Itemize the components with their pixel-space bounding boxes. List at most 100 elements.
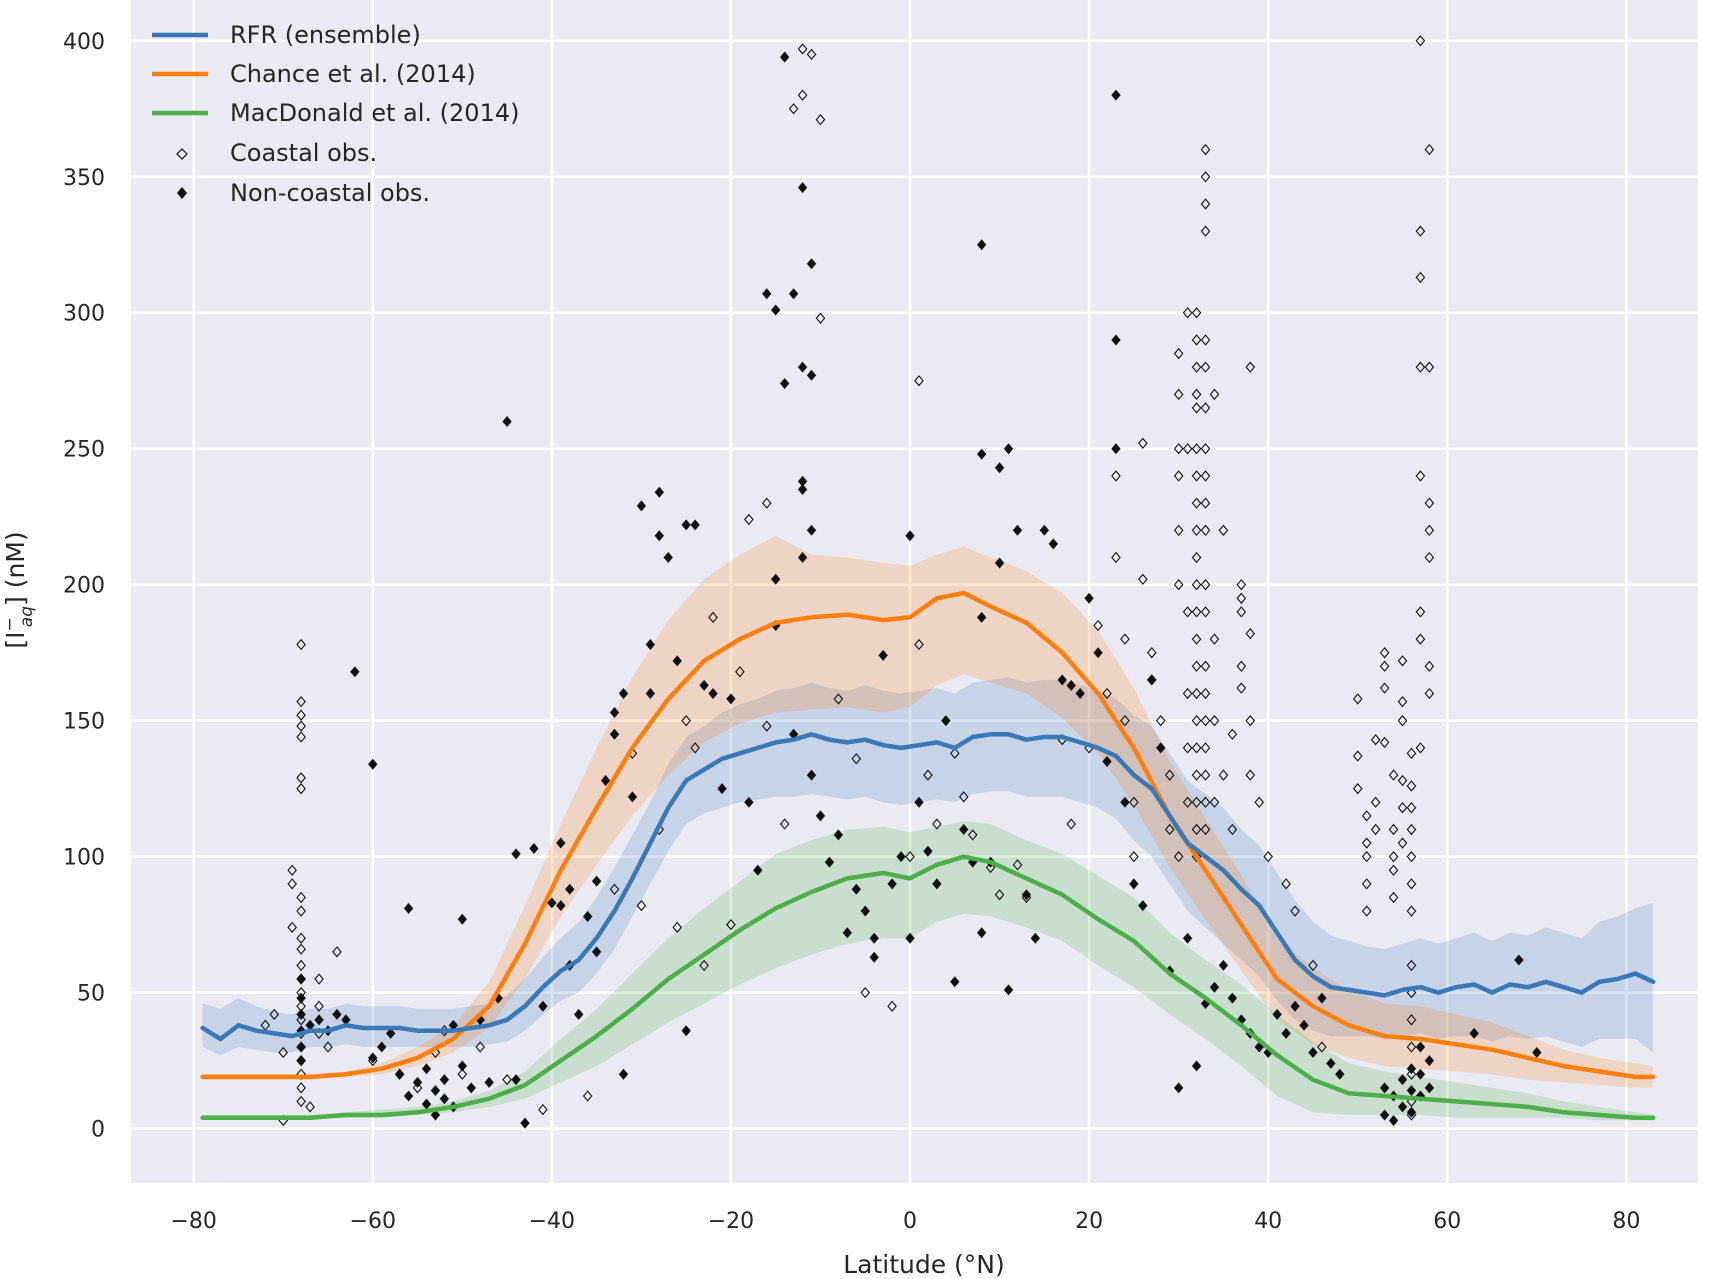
coastal-obs-point	[1200, 823, 1211, 836]
coastal-obs-point	[1379, 660, 1390, 672]
coastal-obs-point	[1218, 524, 1229, 536]
noncoastal-obs-point	[1299, 1019, 1309, 1031]
coastal-obs-point	[1406, 851, 1417, 863]
coastal-obs-point	[1191, 796, 1202, 808]
coastal-obs-point	[672, 921, 683, 934]
coastal-obs-point	[1361, 851, 1372, 863]
coastal-obs-point	[1200, 606, 1211, 618]
coastal-obs-point	[1200, 687, 1211, 700]
coastal-obs-point	[690, 742, 700, 754]
coastal-obs-point	[1236, 592, 1247, 604]
coastal-obs-point	[1191, 307, 1202, 319]
noncoastal-obs-point	[663, 552, 673, 564]
noncoastal-obs-point	[1075, 687, 1085, 699]
series-line-chance	[200, 590, 1656, 1080]
noncoastal-obs-point	[1102, 755, 1112, 767]
coastal-obs-point	[1066, 818, 1077, 830]
coastal-obs-point	[1200, 579, 1211, 591]
coastal-obs-point	[296, 943, 306, 955]
coastal-obs-point	[1406, 780, 1417, 792]
x-tick-label: −20	[708, 1209, 754, 1234]
coastal-obs-point	[1129, 851, 1139, 863]
coastal-obs-point	[1406, 1014, 1417, 1026]
noncoastal-obs-point	[1209, 981, 1220, 993]
noncoastal-obs-point	[565, 883, 575, 895]
noncoastal-obs-point	[1129, 878, 1139, 890]
coastal-obs-point	[1191, 660, 1202, 672]
noncoastal-obs-point	[1111, 89, 1121, 101]
noncoastal-obs-point	[296, 1041, 306, 1053]
coastal-obs-point	[699, 959, 709, 972]
noncoastal-obs-point	[1317, 992, 1327, 1004]
coastal-obs-point	[1379, 736, 1390, 749]
x-tick-label: −40	[529, 1209, 575, 1234]
coastal-obs-point	[1173, 388, 1184, 400]
noncoastal-obs-point	[618, 687, 629, 699]
coastal-obs-point	[1388, 891, 1399, 904]
coastal-obs-point	[305, 1101, 315, 1113]
coastal-obs-point	[296, 695, 306, 708]
noncoastal-obs-point	[538, 1000, 548, 1012]
x-tick-label: 60	[1433, 1209, 1461, 1234]
coastal-obs-point	[1191, 687, 1202, 700]
coastal-obs-point	[797, 43, 808, 55]
coastal-obs-point	[475, 1041, 486, 1053]
noncoastal-obs-point	[600, 775, 611, 787]
noncoastal-obs-point	[1469, 1027, 1479, 1039]
coastal-obs-point	[994, 889, 1005, 901]
coastal-obs-point	[1093, 619, 1103, 632]
noncoastal-obs-point	[403, 902, 414, 914]
noncoastal-obs-point	[833, 829, 844, 841]
noncoastal-obs-point	[851, 883, 861, 895]
noncoastal-obs-point	[574, 1008, 584, 1020]
noncoastal-obs-point	[1379, 1109, 1390, 1121]
x-tick-label: 80	[1612, 1209, 1640, 1234]
coastal-obs-point	[1352, 693, 1363, 705]
noncoastal-obs-point	[368, 758, 378, 770]
coastal-obs-point	[287, 864, 297, 876]
noncoastal-obs-point	[1532, 1046, 1542, 1058]
coastal-obs-point	[1191, 334, 1202, 346]
noncoastal-obs-point	[296, 992, 306, 1004]
noncoastal-obs-point	[627, 791, 638, 803]
coastal-obs-point	[932, 818, 942, 830]
coastal-obs-point	[1406, 959, 1417, 972]
noncoastal-obs-point	[860, 905, 870, 917]
noncoastal-obs-point	[1138, 900, 1148, 912]
series-line-rfr	[200, 732, 1656, 1042]
noncoastal-obs-point	[332, 1008, 342, 1020]
coastal-obs-point	[296, 709, 306, 721]
coastal-obs-point	[1424, 687, 1435, 700]
noncoastal-obs-point	[1021, 889, 1032, 901]
coastal-obs-point	[323, 1041, 333, 1053]
noncoastal-obs-point	[377, 1041, 387, 1053]
noncoastal-obs-point	[788, 288, 799, 300]
noncoastal-obs-point	[591, 875, 602, 887]
legend-label-macdonald: MacDonald et al. (2014)	[230, 99, 519, 127]
coastal-obs-point	[1415, 225, 1426, 237]
noncoastal-obs-point	[511, 1074, 521, 1086]
coastal-obs-point	[1245, 769, 1256, 781]
coastal-obs-point	[287, 921, 297, 934]
noncoastal-obs-point	[457, 913, 467, 925]
y-tick-label: 0	[91, 1118, 105, 1143]
coastal-obs-point	[1191, 470, 1202, 482]
coastal-obs-point	[1388, 823, 1399, 836]
coastal-obs-point	[1173, 851, 1184, 863]
coastal-obs-point	[1209, 633, 1220, 645]
noncoastal-obs-point	[457, 1060, 467, 1072]
plot-area	[131, 0, 1698, 1183]
coastal-obs-point	[1415, 271, 1426, 284]
noncoastal-obs-point	[1415, 1041, 1426, 1053]
noncoastal-obs-point	[341, 1014, 351, 1026]
coastal-obs-point	[1388, 864, 1399, 876]
coastal-obs-point	[1173, 579, 1184, 591]
coastal-obs-point	[1182, 796, 1193, 808]
noncoastal-obs-point	[430, 1109, 441, 1121]
coastal-obs-point	[1200, 497, 1211, 509]
noncoastal-obs-point	[1084, 592, 1094, 604]
coastal-obs-point	[1236, 660, 1247, 672]
noncoastal-obs-point	[305, 1019, 315, 1031]
noncoastal-obs-point	[556, 837, 566, 849]
noncoastal-obs-point	[1236, 1014, 1247, 1026]
